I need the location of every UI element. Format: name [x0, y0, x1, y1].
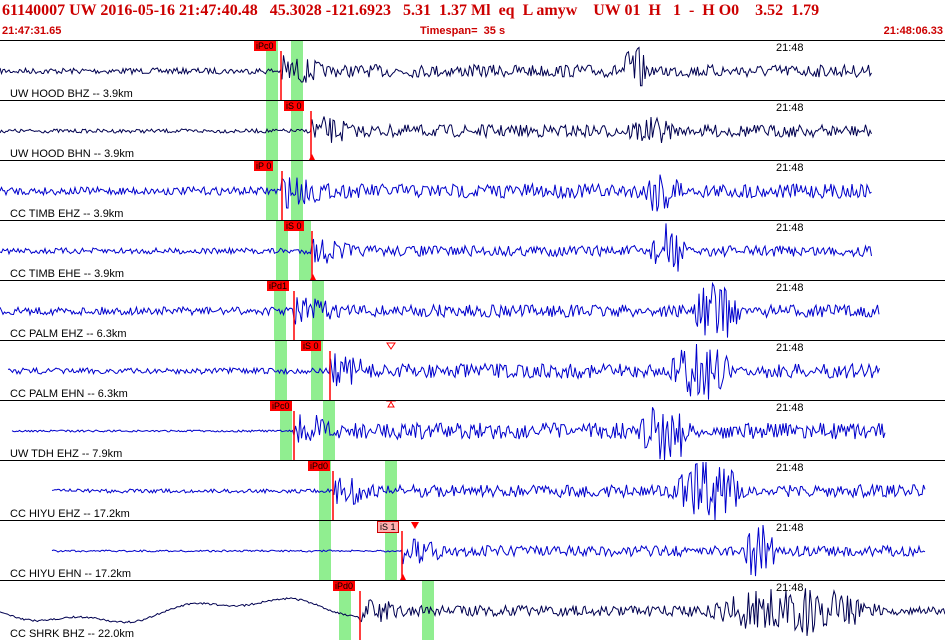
- pick-tag[interactable]: iPd0: [333, 581, 356, 591]
- seismogram-trace: [51, 524, 926, 577]
- seismogram-trace: [51, 461, 926, 520]
- pick-tag[interactable]: iS 0: [301, 341, 321, 351]
- channel-label: CC TIMB EHZ -- 3.9km: [10, 208, 124, 220]
- time-mark-label: 21:48: [776, 462, 804, 474]
- waveform-canvas: [51, 461, 926, 520]
- time-mark-label: 21:48: [776, 282, 804, 294]
- pick-marker-icon: [310, 274, 316, 280]
- waveform-canvas: [0, 41, 872, 100]
- channel-label: UW HOOD BHZ -- 3.9km: [10, 88, 133, 100]
- waveform-canvas: [0, 221, 872, 280]
- channel-label: CC SHRK BHZ -- 22.0km: [10, 628, 135, 640]
- pick-window: [291, 41, 303, 100]
- channel-label: CC HIYU EHN -- 17.2km: [10, 568, 132, 580]
- event-header: 61140007 UW 2016-05-16 21:47:40.48 45.30…: [0, 0, 945, 40]
- waveform-canvas: [11, 401, 886, 460]
- channel-label: CC TIMB EHE -- 3.9km: [10, 268, 125, 280]
- seismogram-trace: [11, 407, 886, 460]
- waveform-canvas: [7, 341, 880, 400]
- waveform-panel[interactable]: iPc0 21:48 UW HOOD BHZ -- 3.9km: [0, 40, 945, 100]
- seismogram-trace: [7, 343, 880, 400]
- time-mark-label: 21:48: [776, 222, 804, 234]
- end-time-label: 21:48:06.33: [883, 25, 943, 37]
- waveform-panel[interactable]: iS 0 21:48 CC TIMB EHE -- 3.9km: [0, 220, 945, 280]
- channel-label: UW TDH EHZ -- 7.9km: [10, 448, 123, 460]
- waveform-panel[interactable]: iPd0 21:48 CC SHRK BHZ -- 22.0km: [0, 580, 945, 640]
- waveform-panel[interactable]: iS 0 21:48 CC PALM EHN -- 6.3km: [0, 340, 945, 400]
- time-mark-label: 21:48: [776, 402, 804, 414]
- pick-marker-icon: [400, 574, 406, 580]
- pick-tag[interactable]: iS 0: [284, 101, 304, 111]
- time-mark-label: 21:48: [776, 342, 804, 354]
- time-mark-label: 21:48: [776, 522, 804, 534]
- pick-window: [274, 281, 286, 340]
- pick-marker-icon: [309, 154, 315, 160]
- pick-window: [291, 101, 303, 160]
- pick-tag[interactable]: iS 1: [377, 521, 399, 533]
- waveform-panel[interactable]: iPc0 21:48 UW TDH EHZ -- 7.9km: [0, 400, 945, 460]
- waveform-panel[interactable]: iP 0 21:48 CC TIMB EHZ -- 3.9km: [0, 160, 945, 220]
- seismogram-trace: [0, 116, 872, 143]
- waveform-panel[interactable]: iPd0 21:48 CC HIYU EHZ -- 17.2km: [0, 460, 945, 520]
- waveform-canvas: [51, 521, 926, 580]
- pick-window: [339, 581, 351, 640]
- waveform-canvas: [0, 161, 872, 220]
- pick-window: [299, 221, 311, 280]
- pick-window: [319, 461, 331, 520]
- waveform-canvas: [0, 581, 945, 640]
- pick-window: [291, 161, 303, 220]
- event-summary-title: 61140007 UW 2016-05-16 21:47:40.48 45.30…: [2, 2, 820, 19]
- seismogram-trace: [0, 46, 872, 87]
- time-mark-label: 21:48: [776, 42, 804, 54]
- pick-window: [312, 281, 324, 340]
- pick-tag[interactable]: iPd0: [308, 461, 331, 471]
- channel-label: CC PALM EHZ -- 6.3km: [10, 328, 127, 340]
- pick-tag[interactable]: iP 0: [254, 161, 274, 171]
- timespan-label: Timespan= 35 s: [420, 25, 506, 37]
- pick-window: [385, 521, 397, 580]
- waveform-canvas: [0, 101, 872, 160]
- pick-window: [276, 221, 288, 280]
- waveform-panels[interactable]: iPc0 21:48 UW HOOD BHZ -- 3.9km iS 0 21:48 UW…: [0, 40, 945, 640]
- theoretical-arrival-icon: [387, 401, 395, 408]
- pick-window: [311, 341, 323, 400]
- time-mark-label: 21:48: [776, 102, 804, 114]
- pick-tag[interactable]: iPc0: [254, 41, 276, 51]
- seismogram-trace: [0, 174, 872, 212]
- waveform-panel[interactable]: iS 0 21:48 UW HOOD BHN -- 3.9km: [0, 100, 945, 160]
- seismogram-trace: [0, 281, 880, 338]
- seismogram-trace: [0, 223, 872, 272]
- channel-label: CC PALM EHN -- 6.3km: [10, 388, 128, 400]
- waveform-panel[interactable]: iPd1 21:48 CC PALM EHZ -- 6.3km: [0, 280, 945, 340]
- waveform-canvas: [0, 281, 880, 340]
- channel-label: UW HOOD BHN -- 3.9km: [10, 148, 135, 160]
- channel-label: CC HIYU EHZ -- 17.2km: [10, 508, 130, 520]
- pick-tag[interactable]: iPc0: [270, 401, 292, 411]
- theoretical-arrival-icon: [386, 342, 396, 350]
- start-time-label: 21:47:31.65: [2, 25, 62, 37]
- pick-marker-icon: [411, 522, 419, 529]
- pick-tag[interactable]: iPd1: [267, 281, 290, 291]
- waveform-panel[interactable]: iS 1 21:48 CC HIYU EHN -- 17.2km: [0, 520, 945, 580]
- time-mark-label: 21:48: [776, 582, 804, 594]
- pick-tag[interactable]: iS 0: [284, 221, 304, 231]
- seismogram-trace: [0, 588, 945, 636]
- time-mark-label: 21:48: [776, 162, 804, 174]
